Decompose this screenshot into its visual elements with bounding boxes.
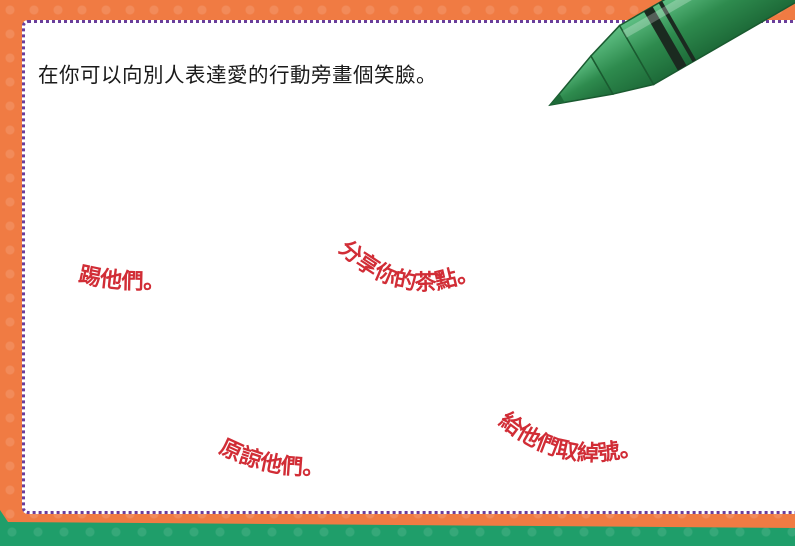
phrase-nickname[interactable]: 給他們取綽號。 — [490, 405, 710, 495]
phrase-forgive[interactable]: 原諒他們。 — [210, 430, 380, 500]
instruction-text: 在你可以向別人表達愛的行動旁畫個笑臉。 — [38, 63, 437, 87]
phrase-kick[interactable]: 踢他們。 — [70, 255, 210, 315]
activity-card — [22, 20, 795, 514]
phrase-share[interactable]: 分享你的茶點。 — [330, 220, 560, 330]
